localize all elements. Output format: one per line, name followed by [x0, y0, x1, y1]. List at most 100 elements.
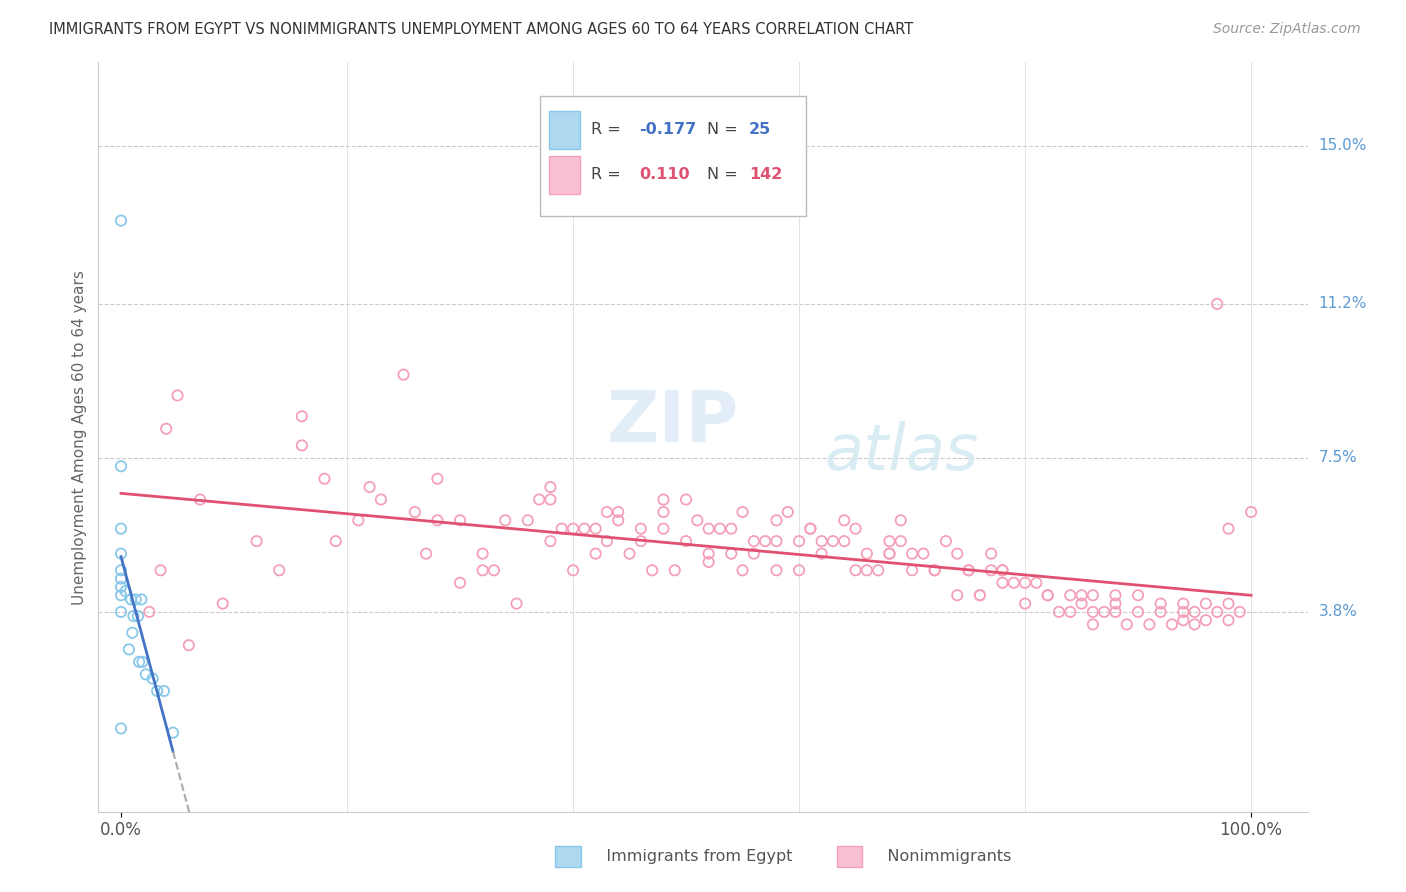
Point	[957, 563, 980, 577]
Point	[652, 505, 675, 519]
Point	[527, 492, 550, 507]
Point	[787, 534, 810, 549]
Point	[980, 563, 1002, 577]
Point	[538, 534, 561, 549]
Text: R =: R =	[591, 168, 626, 182]
Point	[110, 459, 132, 474]
Point	[1173, 613, 1195, 627]
Point	[980, 547, 1002, 561]
Point	[325, 534, 347, 549]
Point	[110, 588, 132, 602]
Point	[359, 480, 381, 494]
Point	[765, 534, 787, 549]
Point	[845, 522, 868, 536]
Point	[1137, 617, 1160, 632]
Point	[494, 513, 516, 527]
Text: Source: ZipAtlas.com: Source: ZipAtlas.com	[1213, 22, 1361, 37]
Point	[1126, 588, 1149, 602]
Point	[1115, 617, 1137, 632]
Point	[1150, 597, 1173, 611]
Point	[969, 588, 991, 602]
Point	[731, 563, 754, 577]
Point	[471, 547, 494, 561]
Point	[1081, 605, 1104, 619]
Point	[742, 534, 765, 549]
Point	[619, 547, 641, 561]
Text: 25: 25	[749, 122, 772, 137]
Point	[177, 638, 200, 652]
Point	[901, 563, 924, 577]
Point	[110, 563, 132, 577]
Point	[607, 505, 630, 519]
Point	[291, 438, 314, 452]
Point	[269, 563, 291, 577]
Text: Nonimmigrants: Nonimmigrants	[872, 849, 1011, 863]
Point	[118, 642, 141, 657]
Text: 3.8%: 3.8%	[1319, 605, 1358, 619]
Point	[1104, 588, 1126, 602]
Point	[121, 625, 143, 640]
Point	[1218, 613, 1240, 627]
Point	[1059, 605, 1081, 619]
Point	[1002, 575, 1025, 590]
Point	[347, 513, 370, 527]
Point	[787, 563, 810, 577]
Point	[404, 505, 426, 519]
Point	[810, 547, 832, 561]
Point	[131, 592, 153, 607]
Point	[810, 534, 832, 549]
Point	[1150, 605, 1173, 619]
Point	[675, 492, 697, 507]
Point	[110, 547, 132, 561]
Point	[607, 513, 630, 527]
Point	[720, 522, 742, 536]
Point	[1184, 605, 1206, 619]
Text: 15.0%: 15.0%	[1319, 138, 1367, 153]
Point	[142, 672, 165, 686]
Point	[120, 592, 142, 607]
Point	[856, 547, 879, 561]
Point	[188, 492, 211, 507]
Point	[991, 563, 1014, 577]
Point	[630, 522, 652, 536]
Point	[924, 563, 946, 577]
Point	[652, 522, 675, 536]
Point	[946, 588, 969, 602]
Point	[211, 597, 233, 611]
Point	[110, 213, 132, 227]
Point	[1081, 588, 1104, 602]
Point	[742, 547, 765, 561]
Text: -0.177: -0.177	[638, 122, 696, 137]
Point	[720, 547, 742, 561]
Point	[1092, 605, 1115, 619]
Point	[153, 684, 176, 698]
Point	[686, 513, 709, 527]
Point	[127, 609, 149, 624]
Point	[135, 667, 157, 681]
Point	[110, 572, 132, 586]
Point	[652, 492, 675, 507]
Point	[155, 422, 177, 436]
Point	[1025, 575, 1047, 590]
Point	[868, 563, 890, 577]
Text: 0.110: 0.110	[638, 168, 689, 182]
Point	[562, 522, 585, 536]
Point	[832, 534, 855, 549]
Point	[697, 522, 720, 536]
Point	[1229, 605, 1251, 619]
Point	[675, 534, 697, 549]
Point	[449, 575, 471, 590]
FancyBboxPatch shape	[540, 96, 806, 216]
Point	[149, 563, 172, 577]
Point	[146, 684, 169, 698]
Point	[946, 547, 969, 561]
Point	[1218, 597, 1240, 611]
Point	[125, 592, 148, 607]
Point	[912, 547, 935, 561]
Point	[131, 655, 153, 669]
Point	[845, 563, 868, 577]
Point	[392, 368, 415, 382]
Point	[426, 513, 449, 527]
Point	[505, 597, 527, 611]
Point	[449, 513, 471, 527]
